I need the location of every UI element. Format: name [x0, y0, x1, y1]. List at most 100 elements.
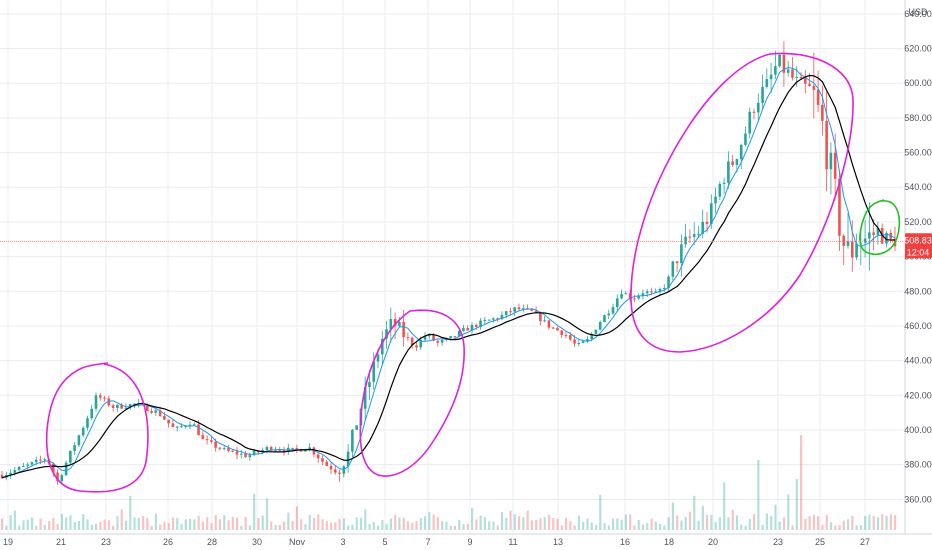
candle[interactable] — [410, 336, 414, 349]
candle[interactable] — [765, 68, 769, 89]
candle[interactable] — [774, 50, 777, 80]
candle[interactable] — [175, 425, 179, 432]
candle[interactable] — [22, 462, 25, 468]
candle[interactable] — [850, 220, 854, 272]
candle[interactable] — [205, 435, 209, 445]
candle[interactable] — [372, 352, 376, 390]
candle[interactable] — [684, 223, 687, 248]
candle[interactable] — [351, 428, 354, 458]
candle[interactable] — [509, 307, 512, 315]
candle[interactable] — [551, 326, 555, 330]
candle[interactable] — [842, 234, 846, 266]
candle[interactable] — [338, 469, 341, 482]
candle[interactable] — [803, 70, 807, 94]
candle[interactable] — [449, 336, 452, 339]
candle[interactable] — [363, 376, 367, 420]
candle[interactable] — [521, 304, 525, 313]
candle[interactable] — [98, 393, 102, 401]
candle[interactable] — [244, 450, 247, 458]
candle[interactable] — [615, 294, 619, 311]
candle[interactable] — [517, 303, 521, 312]
candle[interactable] — [218, 446, 222, 451]
candle[interactable] — [423, 332, 427, 343]
candle[interactable] — [812, 52, 816, 119]
candle[interactable] — [329, 462, 333, 474]
candle[interactable] — [77, 434, 81, 447]
candle[interactable] — [761, 74, 764, 111]
candle[interactable] — [603, 314, 606, 323]
candle[interactable] — [560, 330, 564, 338]
candle[interactable] — [192, 422, 196, 426]
candle[interactable] — [624, 291, 628, 295]
candle[interactable] — [577, 339, 581, 347]
candle[interactable] — [163, 411, 166, 421]
candle[interactable] — [316, 452, 320, 463]
candle[interactable] — [637, 293, 640, 300]
candle[interactable] — [355, 425, 358, 430]
candle[interactable] — [791, 57, 794, 81]
candle[interactable] — [564, 331, 568, 339]
candle[interactable] — [513, 306, 517, 316]
candle[interactable] — [188, 421, 192, 430]
candle[interactable] — [398, 316, 401, 328]
candle[interactable] — [795, 66, 799, 87]
candle[interactable] — [462, 324, 465, 332]
candle[interactable] — [825, 91, 828, 192]
candle[interactable] — [714, 187, 717, 214]
candle[interactable] — [731, 155, 734, 167]
candle[interactable] — [17, 465, 21, 472]
candle[interactable] — [222, 445, 226, 451]
candle[interactable] — [235, 446, 239, 460]
candle[interactable] — [103, 395, 106, 402]
candle[interactable] — [598, 320, 602, 331]
candle[interactable] — [876, 221, 880, 245]
candle[interactable] — [120, 402, 123, 410]
candle[interactable] — [73, 442, 76, 456]
candle[interactable] — [150, 408, 153, 414]
candle[interactable] — [786, 60, 790, 77]
candle[interactable] — [641, 289, 645, 300]
candle[interactable] — [744, 126, 747, 147]
candle[interactable] — [846, 212, 850, 249]
candle[interactable] — [628, 289, 632, 302]
candle[interactable] — [739, 143, 743, 170]
candle[interactable] — [346, 444, 350, 473]
candle[interactable] — [556, 326, 559, 331]
candle[interactable] — [389, 307, 393, 343]
candle[interactable] — [594, 329, 598, 335]
candle[interactable] — [94, 392, 98, 412]
candle[interactable] — [210, 436, 213, 444]
candle[interactable] — [474, 323, 478, 331]
candle[interactable] — [64, 460, 68, 476]
candle[interactable] — [611, 303, 615, 315]
candle[interactable] — [829, 142, 833, 195]
candle[interactable] — [727, 151, 730, 189]
candle[interactable] — [543, 316, 546, 323]
candle[interactable] — [56, 469, 59, 486]
candle[interactable] — [487, 319, 491, 321]
candle[interactable] — [483, 316, 487, 324]
candle[interactable] — [167, 419, 170, 428]
candle[interactable] — [778, 54, 781, 68]
candle[interactable] — [274, 446, 277, 452]
candle[interactable] — [111, 403, 115, 412]
candle[interactable] — [718, 181, 722, 200]
candle[interactable] — [782, 41, 786, 87]
candle[interactable] — [872, 219, 875, 251]
candle[interactable] — [701, 209, 705, 239]
candle[interactable] — [547, 320, 551, 330]
candle[interactable] — [406, 332, 410, 342]
candle[interactable] — [470, 322, 474, 334]
candle[interactable] — [171, 419, 175, 428]
candle[interactable] — [539, 311, 542, 326]
candle[interactable] — [586, 336, 589, 344]
candle[interactable] — [479, 318, 482, 330]
candle[interactable] — [821, 85, 824, 136]
candle[interactable] — [440, 338, 444, 346]
candle[interactable] — [415, 341, 418, 351]
candle[interactable] — [667, 274, 670, 292]
candle[interactable] — [752, 108, 756, 120]
candle[interactable] — [607, 309, 611, 320]
candle[interactable] — [201, 431, 205, 440]
